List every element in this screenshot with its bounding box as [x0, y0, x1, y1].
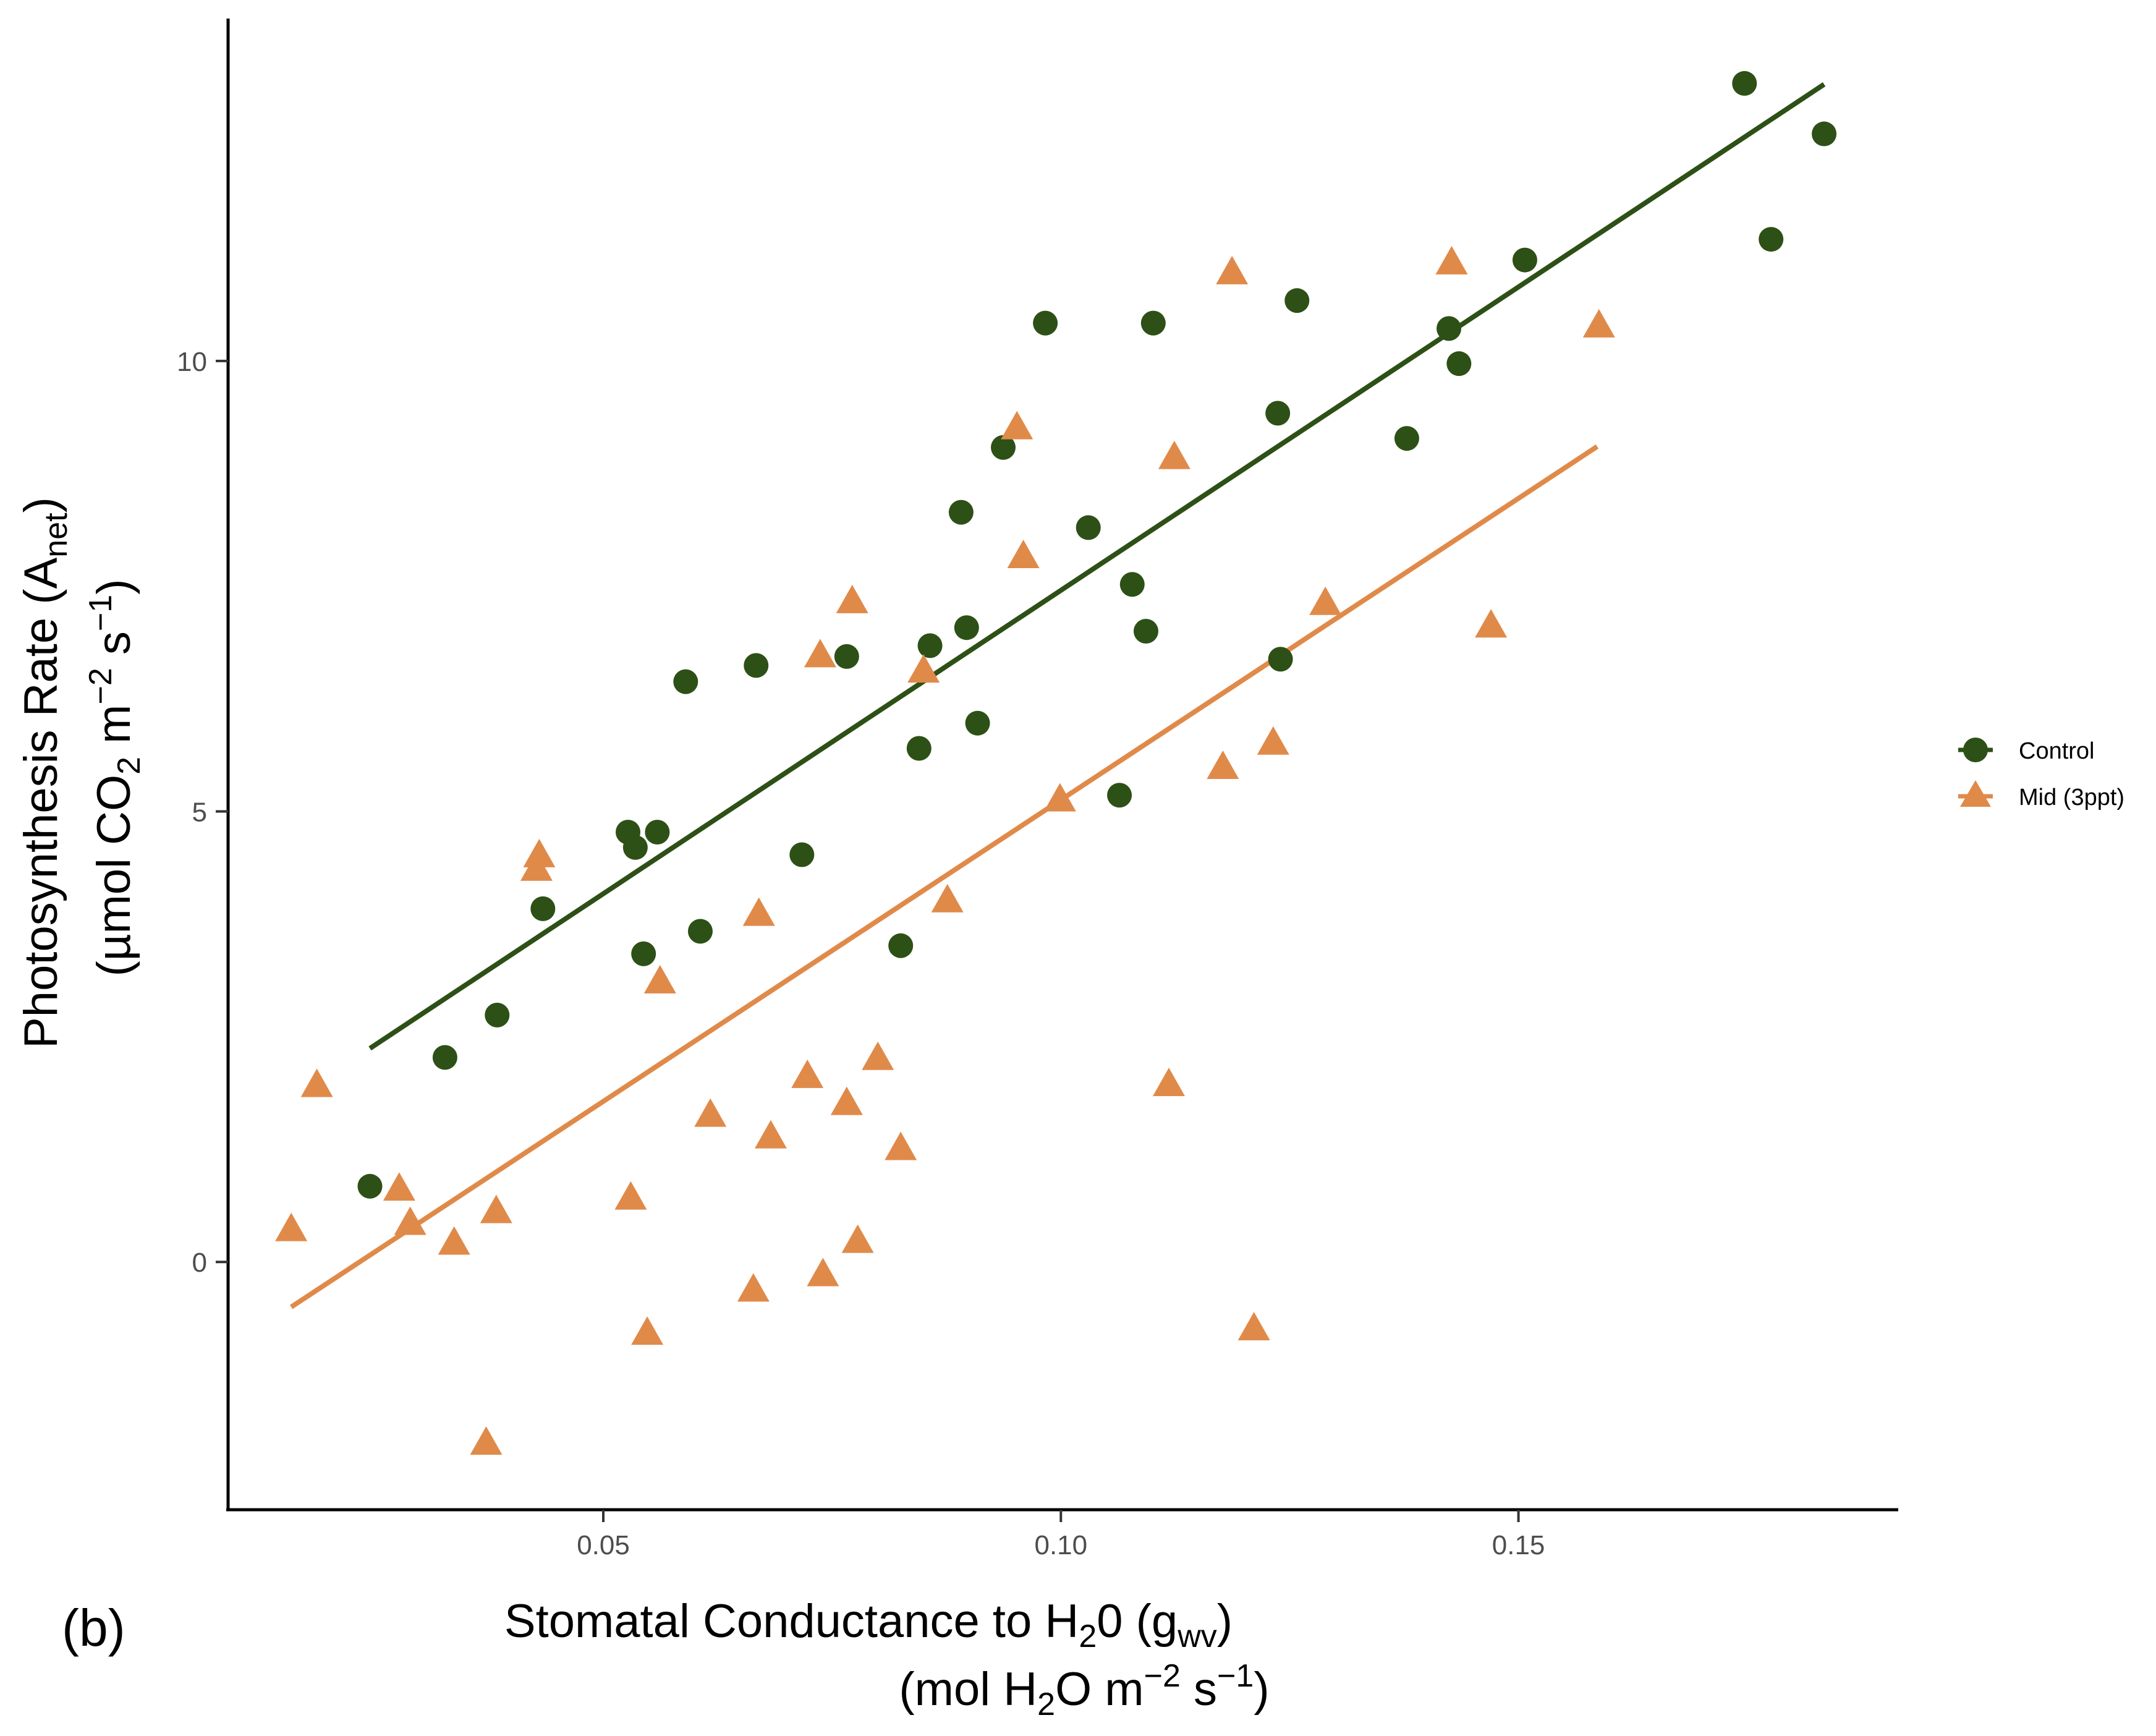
point-control [357, 1173, 383, 1199]
point-control [1732, 70, 1757, 96]
point-mid [383, 1172, 415, 1201]
y-axis-ticks: 0 5 10 [177, 347, 228, 1278]
panel-label: (b) [62, 1599, 125, 1657]
legend-item-control: Control [1958, 738, 2095, 764]
point-control [917, 633, 943, 658]
point-mid [523, 838, 556, 867]
point-control [622, 835, 648, 860]
point-mid [804, 639, 836, 668]
legend-label-control: Control [2019, 738, 2095, 764]
trend-line-control [368, 82, 1826, 1051]
point-mid [807, 1257, 839, 1287]
point-control [1812, 121, 1837, 147]
point-mid [438, 1226, 470, 1255]
x-axis-title-line1: Stomatal Conductance to H20 (gwv) [504, 1595, 1233, 1654]
point-control [1437, 316, 1462, 341]
point-mid [643, 964, 676, 994]
legend-item-mid: Mid (3ppt) [1958, 780, 2124, 811]
point-mid [1237, 1311, 1270, 1340]
point-mid [931, 883, 964, 913]
point-control [965, 710, 990, 736]
point-mid [791, 1059, 824, 1088]
point-control [834, 644, 859, 669]
point-control [744, 653, 769, 678]
point-control [1512, 247, 1537, 273]
point-mid [1582, 308, 1615, 338]
y-axis-title-line2: (µmol CO2 m−2 s−1) [83, 579, 147, 976]
point-mid [394, 1206, 427, 1235]
point-mid [830, 1086, 863, 1115]
point-control [1033, 310, 1058, 336]
point-mid [1007, 540, 1040, 569]
trend-line-mid [289, 444, 1599, 1309]
point-mid [841, 1224, 874, 1253]
point-mid [1043, 783, 1076, 812]
point-mid [1207, 751, 1239, 780]
point-mid [836, 584, 868, 613]
point-mid [742, 897, 775, 926]
point-control [906, 736, 932, 761]
point-mid [1475, 609, 1508, 638]
legend: Control Mid (3ppt) [1958, 738, 2124, 811]
y-tick-label: 10 [177, 347, 207, 377]
point-control [1394, 426, 1419, 451]
point-mid [300, 1068, 333, 1097]
point-control [991, 435, 1016, 460]
point-control [1133, 619, 1158, 644]
trend-lines [289, 82, 1826, 1309]
point-control [1446, 351, 1472, 377]
point-mid [480, 1194, 512, 1223]
point-control [1076, 515, 1101, 540]
x-tick-label: 0.15 [1492, 1530, 1545, 1560]
point-mid [1216, 255, 1249, 284]
legend-key-circle-control [1963, 738, 1988, 762]
point-mid [694, 1098, 727, 1127]
point-control [1759, 227, 1784, 252]
point-mid [614, 1181, 647, 1210]
point-control [954, 615, 979, 640]
point-control [485, 1002, 510, 1028]
y-axis-title-line1: Photosynthesis Rate (Anet) [15, 497, 74, 1049]
point-mid [1158, 440, 1190, 469]
point-control [1107, 783, 1132, 808]
point-mid [1435, 245, 1468, 274]
point-mid [470, 1426, 503, 1455]
point-mid [754, 1120, 787, 1149]
point-mid [631, 1316, 664, 1345]
point-control [631, 941, 656, 966]
point-mid [907, 654, 940, 683]
y-tick-label: 0 [192, 1248, 207, 1278]
point-control [1119, 572, 1145, 597]
x-tick-label: 0.05 [577, 1530, 630, 1560]
y-tick-label: 5 [192, 798, 207, 828]
point-mid [275, 1212, 308, 1241]
point-mid [737, 1273, 770, 1302]
point-mid [1153, 1068, 1186, 1097]
legend-key-triangle-mid [1960, 780, 1991, 807]
point-control [948, 500, 974, 525]
point-control [530, 896, 556, 921]
point-mid [885, 1131, 917, 1160]
x-axis-title-line2: (mol H2O m−2 s−1) [899, 1658, 1269, 1722]
point-control [1284, 288, 1310, 313]
point-control [1268, 647, 1293, 672]
point-control [789, 842, 815, 867]
point-mid [862, 1041, 894, 1070]
point-control [888, 933, 914, 958]
point-control [645, 820, 670, 845]
data-points [275, 70, 1837, 1455]
legend-label-mid: Mid (3ppt) [2019, 785, 2124, 811]
x-tick-label: 0.10 [1034, 1530, 1087, 1560]
point-mid [1257, 726, 1289, 755]
point-control [1265, 401, 1291, 426]
point-mid [1309, 586, 1342, 615]
point-control [1140, 310, 1166, 336]
point-control [673, 669, 698, 694]
point-control [432, 1045, 457, 1070]
point-control [687, 919, 713, 944]
point-mid [1001, 411, 1033, 440]
x-axis-ticks: 0.05 0.10 0.15 [577, 1510, 1545, 1560]
